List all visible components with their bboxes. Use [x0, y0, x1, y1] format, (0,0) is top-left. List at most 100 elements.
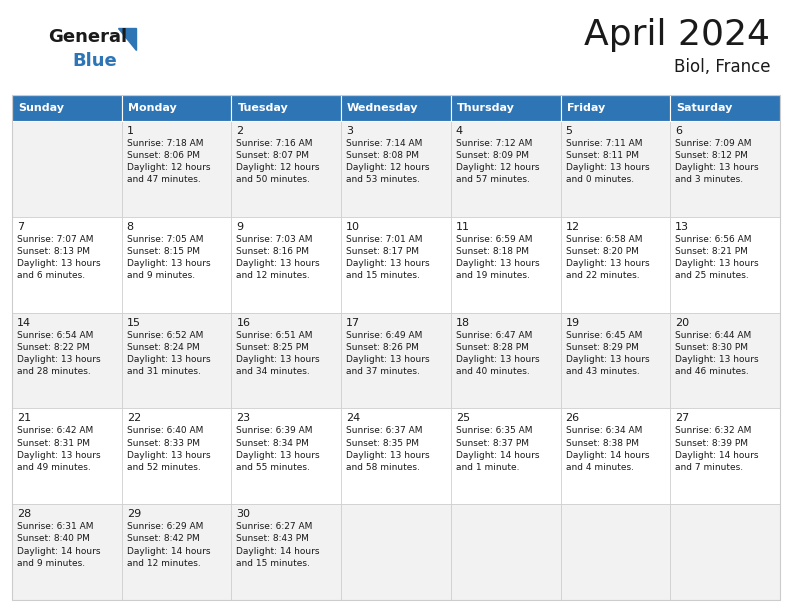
Bar	[451, 504, 561, 600]
Bar	[670, 121, 780, 217]
Bar	[12, 121, 122, 217]
Bar	[12, 504, 122, 600]
Bar	[341, 504, 451, 600]
Text: 7: 7	[17, 222, 24, 232]
Bar	[561, 217, 670, 313]
Bar	[451, 408, 561, 504]
Bar	[341, 217, 451, 313]
Text: 23: 23	[237, 413, 250, 424]
Text: Sunrise: 7:01 AM
Sunset: 8:17 PM
Daylight: 13 hours
and 15 minutes.: Sunrise: 7:01 AM Sunset: 8:17 PM Dayligh…	[346, 235, 430, 280]
Text: 22: 22	[127, 413, 141, 424]
Text: Tuesday: Tuesday	[238, 103, 288, 113]
Text: Biol, France: Biol, France	[673, 58, 770, 76]
Text: Sunrise: 6:37 AM
Sunset: 8:35 PM
Daylight: 13 hours
and 58 minutes.: Sunrise: 6:37 AM Sunset: 8:35 PM Dayligh…	[346, 427, 430, 472]
Text: 24: 24	[346, 413, 360, 424]
Text: Wednesday: Wednesday	[347, 103, 419, 113]
Text: Sunrise: 6:56 AM
Sunset: 8:21 PM
Daylight: 13 hours
and 25 minutes.: Sunrise: 6:56 AM Sunset: 8:21 PM Dayligh…	[676, 235, 759, 280]
Text: 29: 29	[127, 509, 141, 519]
Text: 12: 12	[565, 222, 580, 232]
Text: Sunrise: 6:39 AM
Sunset: 8:34 PM
Daylight: 13 hours
and 55 minutes.: Sunrise: 6:39 AM Sunset: 8:34 PM Dayligh…	[237, 427, 320, 472]
Bar	[231, 95, 341, 121]
Bar	[451, 95, 561, 121]
Text: Sunrise: 6:27 AM
Sunset: 8:43 PM
Daylight: 14 hours
and 15 minutes.: Sunrise: 6:27 AM Sunset: 8:43 PM Dayligh…	[237, 522, 320, 568]
Bar	[12, 95, 122, 121]
Bar	[231, 313, 341, 408]
Text: 30: 30	[237, 509, 250, 519]
Bar	[670, 504, 780, 600]
Text: Sunday: Sunday	[18, 103, 64, 113]
Text: 20: 20	[676, 318, 689, 327]
Bar	[451, 121, 561, 217]
Text: Sunrise: 6:51 AM
Sunset: 8:25 PM
Daylight: 13 hours
and 34 minutes.: Sunrise: 6:51 AM Sunset: 8:25 PM Dayligh…	[237, 330, 320, 376]
Text: 14: 14	[17, 318, 31, 327]
Text: Sunrise: 7:03 AM
Sunset: 8:16 PM
Daylight: 13 hours
and 12 minutes.: Sunrise: 7:03 AM Sunset: 8:16 PM Dayligh…	[237, 235, 320, 280]
Text: Sunrise: 6:45 AM
Sunset: 8:29 PM
Daylight: 13 hours
and 43 minutes.: Sunrise: 6:45 AM Sunset: 8:29 PM Dayligh…	[565, 330, 649, 376]
Bar	[561, 95, 670, 121]
Bar	[231, 121, 341, 217]
Text: Sunrise: 7:18 AM
Sunset: 8:06 PM
Daylight: 12 hours
and 47 minutes.: Sunrise: 7:18 AM Sunset: 8:06 PM Dayligh…	[127, 139, 210, 184]
Bar	[341, 313, 451, 408]
Text: Sunrise: 6:44 AM
Sunset: 8:30 PM
Daylight: 13 hours
and 46 minutes.: Sunrise: 6:44 AM Sunset: 8:30 PM Dayligh…	[676, 330, 759, 376]
Text: Sunrise: 6:58 AM
Sunset: 8:20 PM
Daylight: 13 hours
and 22 minutes.: Sunrise: 6:58 AM Sunset: 8:20 PM Dayligh…	[565, 235, 649, 280]
Text: Sunrise: 6:47 AM
Sunset: 8:28 PM
Daylight: 13 hours
and 40 minutes.: Sunrise: 6:47 AM Sunset: 8:28 PM Dayligh…	[456, 330, 539, 376]
Text: 9: 9	[237, 222, 244, 232]
Text: Thursday: Thursday	[457, 103, 515, 113]
Text: Sunrise: 7:11 AM
Sunset: 8:11 PM
Daylight: 13 hours
and 0 minutes.: Sunrise: 7:11 AM Sunset: 8:11 PM Dayligh…	[565, 139, 649, 184]
Text: 4: 4	[456, 126, 463, 136]
Text: 15: 15	[127, 318, 141, 327]
Text: Sunrise: 6:59 AM
Sunset: 8:18 PM
Daylight: 13 hours
and 19 minutes.: Sunrise: 6:59 AM Sunset: 8:18 PM Dayligh…	[456, 235, 539, 280]
Text: Sunrise: 6:32 AM
Sunset: 8:39 PM
Daylight: 14 hours
and 7 minutes.: Sunrise: 6:32 AM Sunset: 8:39 PM Dayligh…	[676, 427, 759, 472]
Bar	[341, 408, 451, 504]
Text: 25: 25	[456, 413, 470, 424]
Bar	[670, 408, 780, 504]
Bar	[231, 504, 341, 600]
Text: Sunrise: 6:35 AM
Sunset: 8:37 PM
Daylight: 14 hours
and 1 minute.: Sunrise: 6:35 AM Sunset: 8:37 PM Dayligh…	[456, 427, 539, 472]
Text: 17: 17	[346, 318, 360, 327]
Bar	[670, 313, 780, 408]
Text: Sunrise: 7:09 AM
Sunset: 8:12 PM
Daylight: 13 hours
and 3 minutes.: Sunrise: 7:09 AM Sunset: 8:12 PM Dayligh…	[676, 139, 759, 184]
Text: Sunrise: 6:52 AM
Sunset: 8:24 PM
Daylight: 13 hours
and 31 minutes.: Sunrise: 6:52 AM Sunset: 8:24 PM Dayligh…	[127, 330, 211, 376]
Bar	[12, 408, 122, 504]
Text: Sunrise: 7:14 AM
Sunset: 8:08 PM
Daylight: 12 hours
and 53 minutes.: Sunrise: 7:14 AM Sunset: 8:08 PM Dayligh…	[346, 139, 429, 184]
Text: 3: 3	[346, 126, 353, 136]
Text: 8: 8	[127, 222, 134, 232]
Text: 10: 10	[346, 222, 360, 232]
Bar	[670, 95, 780, 121]
Text: Blue: Blue	[72, 52, 116, 70]
Text: Sunrise: 6:29 AM
Sunset: 8:42 PM
Daylight: 14 hours
and 12 minutes.: Sunrise: 6:29 AM Sunset: 8:42 PM Dayligh…	[127, 522, 210, 568]
Bar	[122, 95, 231, 121]
Text: Sunrise: 7:07 AM
Sunset: 8:13 PM
Daylight: 13 hours
and 6 minutes.: Sunrise: 7:07 AM Sunset: 8:13 PM Dayligh…	[17, 235, 101, 280]
Bar	[12, 313, 122, 408]
Text: Sunrise: 6:42 AM
Sunset: 8:31 PM
Daylight: 13 hours
and 49 minutes.: Sunrise: 6:42 AM Sunset: 8:31 PM Dayligh…	[17, 427, 101, 472]
Text: 2: 2	[237, 126, 244, 136]
Bar	[122, 504, 231, 600]
Bar	[561, 121, 670, 217]
Bar	[451, 217, 561, 313]
Text: Saturday: Saturday	[676, 103, 733, 113]
Bar	[12, 217, 122, 313]
Text: Sunrise: 7:05 AM
Sunset: 8:15 PM
Daylight: 13 hours
and 9 minutes.: Sunrise: 7:05 AM Sunset: 8:15 PM Dayligh…	[127, 235, 211, 280]
Bar	[670, 217, 780, 313]
Text: 21: 21	[17, 413, 31, 424]
Text: Sunrise: 6:54 AM
Sunset: 8:22 PM
Daylight: 13 hours
and 28 minutes.: Sunrise: 6:54 AM Sunset: 8:22 PM Dayligh…	[17, 330, 101, 376]
Text: 27: 27	[676, 413, 690, 424]
Bar	[231, 408, 341, 504]
Text: 6: 6	[676, 126, 682, 136]
Text: Friday: Friday	[566, 103, 605, 113]
Bar	[122, 217, 231, 313]
Text: 28: 28	[17, 509, 31, 519]
Text: General: General	[48, 28, 128, 46]
Bar	[231, 217, 341, 313]
Bar	[122, 121, 231, 217]
Text: Sunrise: 7:12 AM
Sunset: 8:09 PM
Daylight: 12 hours
and 57 minutes.: Sunrise: 7:12 AM Sunset: 8:09 PM Dayligh…	[456, 139, 539, 184]
Text: Sunrise: 6:31 AM
Sunset: 8:40 PM
Daylight: 14 hours
and 9 minutes.: Sunrise: 6:31 AM Sunset: 8:40 PM Dayligh…	[17, 522, 101, 568]
Text: 16: 16	[237, 318, 250, 327]
Text: Sunrise: 6:34 AM
Sunset: 8:38 PM
Daylight: 14 hours
and 4 minutes.: Sunrise: 6:34 AM Sunset: 8:38 PM Dayligh…	[565, 427, 649, 472]
Bar	[561, 313, 670, 408]
Text: Monday: Monday	[128, 103, 177, 113]
Text: Sunrise: 6:40 AM
Sunset: 8:33 PM
Daylight: 13 hours
and 52 minutes.: Sunrise: 6:40 AM Sunset: 8:33 PM Dayligh…	[127, 427, 211, 472]
Text: 18: 18	[456, 318, 470, 327]
Text: Sunrise: 6:49 AM
Sunset: 8:26 PM
Daylight: 13 hours
and 37 minutes.: Sunrise: 6:49 AM Sunset: 8:26 PM Dayligh…	[346, 330, 430, 376]
Bar	[451, 313, 561, 408]
Bar	[12, 95, 780, 600]
